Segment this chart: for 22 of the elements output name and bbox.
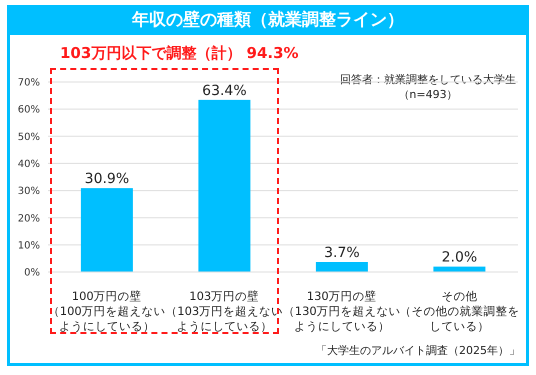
x-tick-label: 130万円の壁（130万円を超えないようにしている） [282,289,401,333]
text: 103万円以下で調整（計） 94.3% [60,44,299,63]
text: 「大学生のアルバイト調査（2025年）」 [316,343,520,358]
chart-title: 年収の壁の種類（就業調整ライン） [7,5,529,35]
y-tick-label: 10% [18,240,40,252]
y-tick-label: 70% [18,78,40,89]
data-label: 63.4% [202,82,247,99]
y-tick-label: 60% [18,104,40,116]
bar [198,100,250,272]
y-tick-label: 20% [18,213,40,224]
y-tick-label: 50% [18,132,40,143]
bar [316,262,368,272]
y-tick-label: 40% [18,158,40,170]
data-label: 2.0% [442,250,478,266]
data-label: 3.7% [324,244,360,261]
bar [433,266,486,272]
bar [80,188,133,272]
x-tick-label: その他（その他の就業調整をしている） [399,289,520,333]
data-label: 30.9% [84,171,130,188]
y-tick-label: 0% [24,268,40,279]
y-tick-label: 30% [18,186,40,198]
x-tick-label: 100万円の壁（100万円を超えないようにしている） [48,289,166,333]
